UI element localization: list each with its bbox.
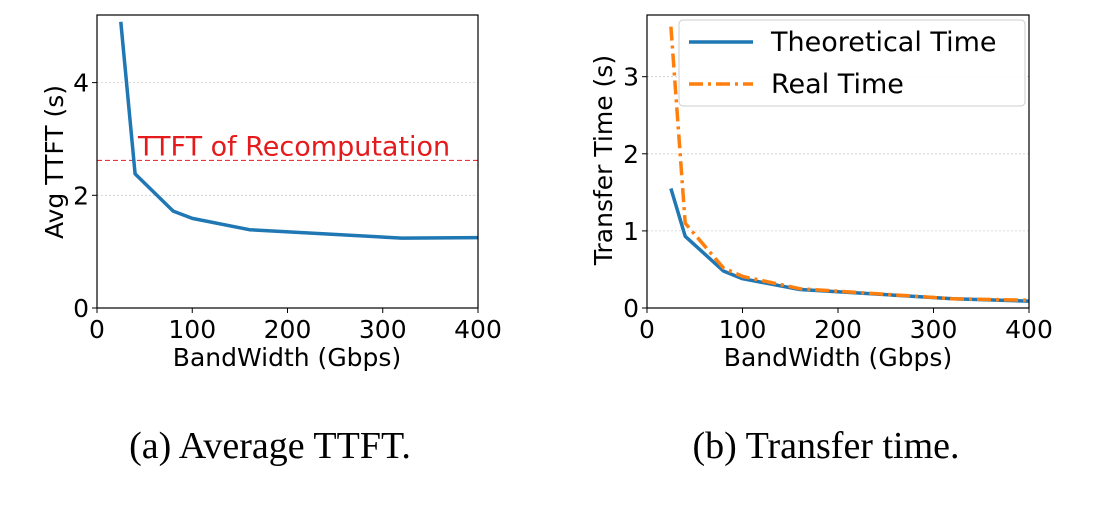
b-y-axis-label: Transfer Time (s) [589,55,618,266]
a-xtick-label: 300 [359,315,407,344]
a-xtick-label: 100 [168,315,216,344]
a-tick-layer: 0 2 4 0 100 200 300 400 [73,69,502,344]
b-legend-box [678,19,1026,107]
a-caption: (a) Average TTFT. [129,425,411,467]
a-ytick-label: 2 [73,181,89,210]
a-grid [97,82,478,196]
a-series-layer [119,21,479,240]
a-ytick-label: 4 [73,69,89,98]
b-series-layer [669,26,1030,303]
a-xtick-label: 400 [454,315,502,344]
b-x-axis-label: BandWidth (Gbps) [724,343,952,372]
b-xtick-label: 400 [1005,315,1053,344]
a-ytick-label: 0 [73,294,89,323]
b-legend-label-theoretical: Theoretical Time [770,27,997,58]
b-xtick-label: 200 [814,315,862,344]
b-tick-layer: 0 1 2 3 0 100 200 300 400 [623,63,1053,344]
b-series-line-1 [669,26,1030,303]
panel-a-avg-ttft: TTFT of Recomputation 0 2 4 0 100 200 300 400 B… [40,14,502,467]
b-xtick-label: 0 [639,315,655,344]
a-x-axis-label: BandWidth (Gbps) [173,343,401,372]
a-series-line-0 [119,21,479,240]
b-xtick-label: 100 [719,315,767,344]
a-y-axis-label: Avg TTFT (s) [40,85,69,239]
b-series-line-0 [669,187,1030,303]
b-legend: Theoretical Time Real Time [678,19,1026,107]
a-xtick-label: 200 [264,315,312,344]
b-xtick-label: 300 [910,315,958,344]
b-ytick-label: 3 [623,63,639,92]
b-ytick-label: 1 [623,217,639,246]
b-ytick-label: 0 [623,294,639,323]
b-caption: (b) Transfer time. [692,425,959,467]
a-xtick-label: 0 [89,315,105,344]
a-reference-label: TTFT of Recomputation [137,131,450,162]
b-legend-label-real: Real Time [771,69,904,100]
panel-b-transfer-time: 0 1 2 3 0 100 200 300 400 BandWidth (Gbps) Trans… [589,14,1053,467]
b-ytick-label: 2 [623,140,639,169]
a-reference-line: TTFT of Recomputation [97,131,478,162]
